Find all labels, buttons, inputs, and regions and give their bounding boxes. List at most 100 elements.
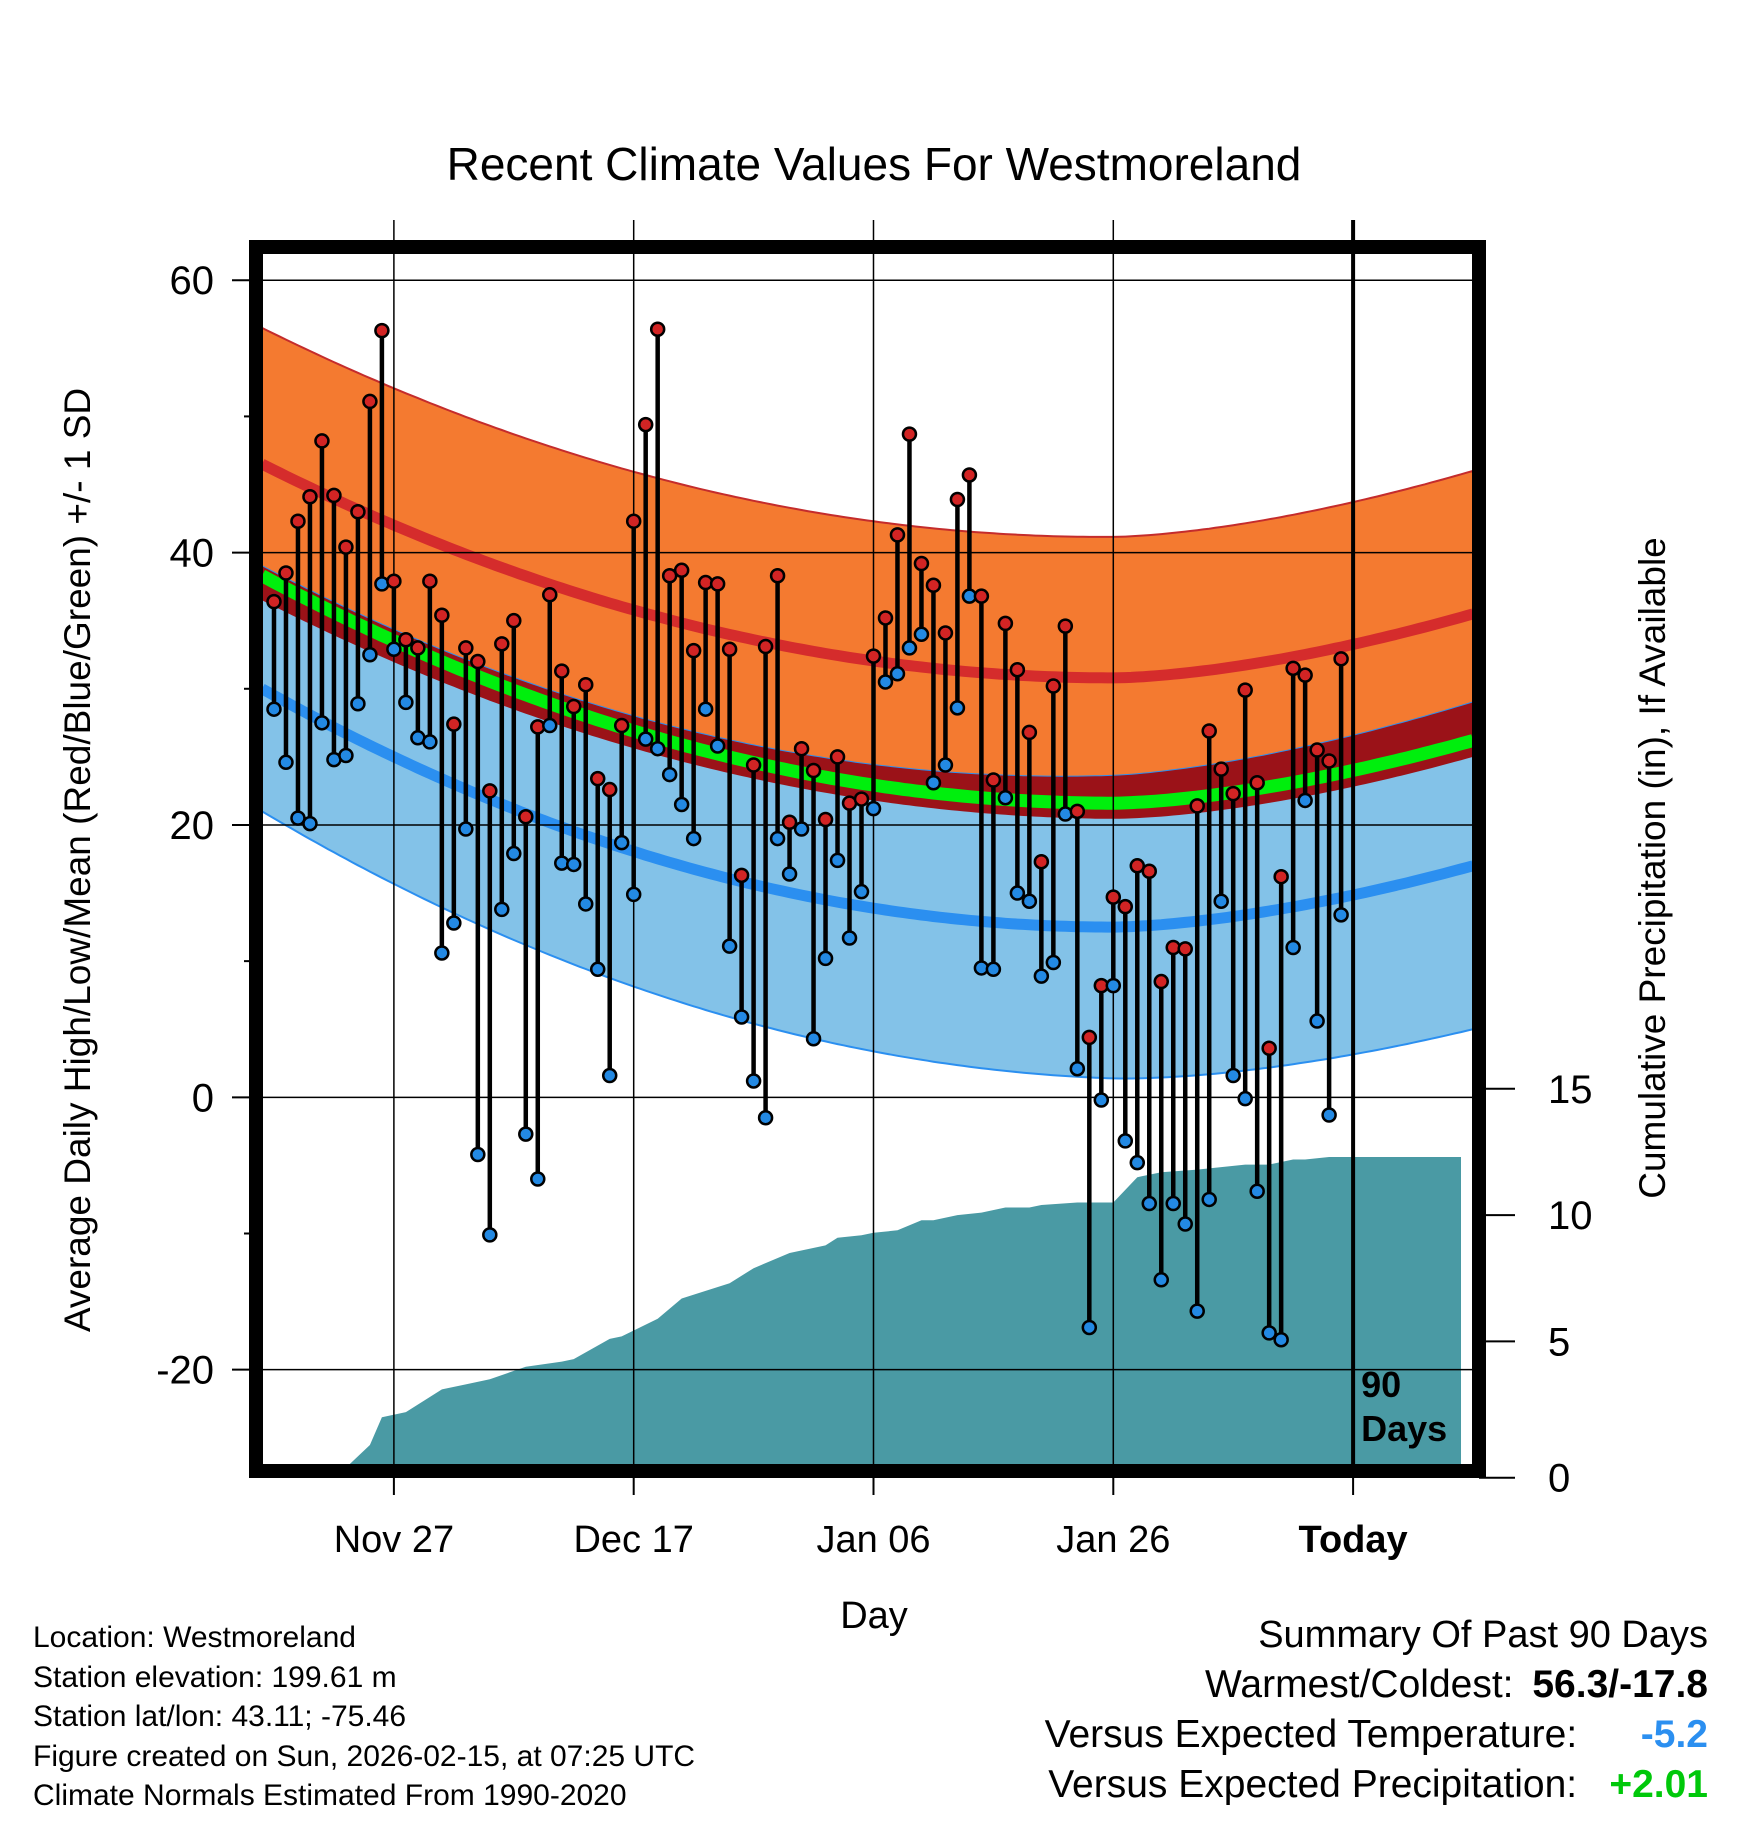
daily-high-marker: [733, 867, 750, 884]
y2-tick-label: 15: [1548, 1068, 1593, 1112]
daily-low-marker: [386, 641, 402, 658]
daily-low-marker: [1153, 1272, 1170, 1288]
daily-low-marker: [530, 1171, 546, 1187]
daily-low-marker: [1033, 968, 1050, 984]
daily-high-marker: [1213, 761, 1229, 777]
daily-low-marker: [901, 640, 918, 656]
y2-tick-label: 5: [1548, 1320, 1570, 1364]
created-text: Figure created on Sun, 2026-02-15, at 07…: [33, 1739, 696, 1773]
daily-high-marker: [625, 513, 642, 530]
daily-high-marker: [1141, 863, 1158, 880]
daily-low-marker: [685, 830, 702, 847]
daily-low-marker: [1165, 1195, 1181, 1212]
daily-high-marker: [1117, 898, 1134, 915]
daily-high-marker: [422, 573, 438, 589]
daily-low-marker: [793, 821, 810, 837]
daily-high-marker: [601, 781, 618, 798]
daily-low-marker: [781, 866, 798, 882]
daily-high-marker: [1237, 682, 1253, 698]
daily-high-marker: [961, 467, 978, 483]
daily-low-marker: [1225, 1067, 1241, 1084]
daily-high-marker: [673, 562, 690, 579]
daily-low-marker: [733, 1009, 750, 1025]
x-tick-label: Jan 26: [1056, 1519, 1170, 1561]
precip-departure-label: Versus Expected Precipitation:: [1048, 1763, 1578, 1806]
daily-low-marker: [422, 734, 438, 750]
daily-low-marker: [697, 701, 714, 717]
chart-title: Recent Climate Values For Westmoreland: [447, 138, 1302, 190]
daily-low-marker: [637, 731, 654, 747]
daily-high-marker: [853, 791, 870, 807]
daily-low-marker: [565, 856, 582, 873]
daily-low-marker: [661, 766, 678, 783]
daily-low-marker: [1261, 1325, 1277, 1341]
daily-low-marker: [1237, 1090, 1253, 1107]
daily-low-marker: [1081, 1319, 1098, 1336]
daily-high-marker: [913, 555, 930, 572]
daily-high-marker: [1321, 753, 1337, 769]
daily-high-marker: [1249, 774, 1265, 791]
daily-low-marker: [266, 701, 282, 717]
precip-departure-value: +2.01: [1609, 1763, 1708, 1806]
daily-low-marker: [601, 1067, 618, 1084]
daily-low-marker: [1321, 1107, 1337, 1123]
daily-low-marker: [709, 738, 726, 754]
daily-low-marker: [1297, 792, 1313, 809]
daily-high-marker: [709, 576, 726, 592]
daily-high-marker: [649, 321, 666, 338]
latlon-text: Station lat/lon: 43.11; -75.46: [33, 1700, 407, 1733]
daily-low-marker: [985, 961, 1002, 978]
daily-low-marker: [889, 666, 906, 682]
daily-high-marker: [1009, 661, 1026, 678]
daily-high-marker: [1153, 973, 1170, 990]
daily-low-marker: [1105, 977, 1122, 994]
summary-heading: Summary Of Past 90 Days: [1258, 1614, 1708, 1656]
daily-high-marker: [302, 489, 318, 505]
precip-departure-row: Versus Expected Precipitation: +2.01: [1045, 1760, 1708, 1810]
daily-low-marker: [925, 774, 942, 791]
daily-high-marker: [1021, 724, 1038, 741]
daily-low-marker: [1141, 1195, 1158, 1212]
daily-low-marker: [434, 945, 450, 961]
daily-low-marker: [757, 1109, 774, 1126]
daily-low-marker: [1069, 1060, 1086, 1077]
daily-high-marker: [973, 588, 990, 604]
daily-high-marker: [494, 636, 510, 652]
daily-low-marker: [482, 1227, 498, 1243]
daily-low-marker: [589, 961, 606, 978]
daily-high-marker: [805, 762, 822, 779]
daily-low-marker: [506, 845, 522, 862]
daily-high-marker: [1069, 803, 1086, 820]
daily-high-marker: [1057, 618, 1074, 634]
daily-low-marker: [350, 696, 366, 712]
temp-departure-label: Versus Expected Temperature:: [1044, 1713, 1578, 1756]
daily-high-marker: [506, 612, 522, 629]
y-tick-label: 60: [170, 259, 215, 303]
daily-high-marker: [542, 587, 558, 603]
daily-high-marker: [1333, 651, 1349, 667]
daily-high-marker: [793, 740, 810, 757]
x-tick-label: Dec 17: [573, 1519, 693, 1561]
daily-high-marker: [362, 393, 378, 410]
daily-low-marker: [362, 646, 378, 663]
summary-panel: Summary Of Past 90 Days Warmest/Coldest:…: [1045, 1610, 1708, 1810]
daily-low-marker: [721, 938, 738, 954]
daily-high-marker: [985, 772, 1002, 788]
daily-low-marker: [1273, 1331, 1289, 1348]
daily-high-marker: [781, 814, 798, 830]
daily-low-marker: [302, 815, 318, 832]
y-tick-label: 20: [170, 804, 215, 848]
x-tick-label: Jan 06: [816, 1519, 930, 1561]
daily-high-marker: [386, 573, 402, 589]
daily-high-marker: [1309, 742, 1325, 758]
daily-high-marker: [817, 811, 834, 828]
daily-high-marker: [565, 698, 582, 715]
daily-high-marker: [1285, 660, 1301, 677]
daily-high-marker: [314, 433, 330, 449]
daily-low-marker: [470, 1146, 486, 1163]
daily-low-marker: [1117, 1133, 1134, 1149]
daily-low-marker: [745, 1073, 762, 1089]
daily-low-marker: [1333, 907, 1349, 923]
daily-low-marker: [613, 834, 630, 851]
daily-high-marker: [829, 749, 846, 765]
